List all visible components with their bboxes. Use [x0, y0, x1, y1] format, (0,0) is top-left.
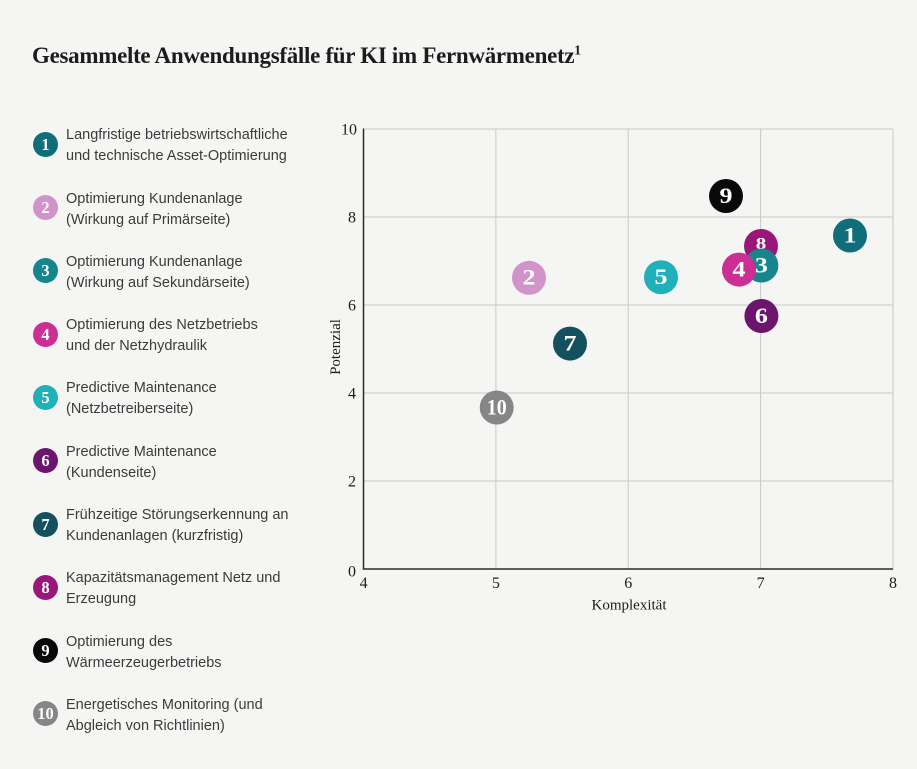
svg-text:6: 6: [624, 575, 632, 592]
svg-text:Potenzial: Potenzial: [328, 319, 344, 375]
svg-text:6: 6: [348, 298, 356, 315]
svg-text:Komplexität: Komplexität: [592, 598, 668, 614]
svg-text:7: 7: [757, 575, 765, 592]
svg-text:10: 10: [341, 122, 357, 139]
svg-text:9: 9: [720, 183, 733, 208]
svg-text:8: 8: [889, 575, 897, 592]
svg-text:4: 4: [348, 386, 356, 403]
svg-text:5: 5: [655, 264, 668, 289]
svg-text:7: 7: [564, 331, 577, 356]
svg-text:10: 10: [487, 394, 507, 419]
svg-text:3: 3: [755, 252, 768, 277]
svg-text:5: 5: [492, 575, 500, 592]
svg-text:2: 2: [523, 265, 536, 290]
svg-text:8: 8: [348, 210, 356, 227]
svg-text:0: 0: [348, 564, 356, 581]
svg-text:4: 4: [733, 257, 746, 282]
svg-text:6: 6: [755, 303, 768, 328]
svg-text:4: 4: [360, 575, 368, 592]
svg-text:1: 1: [844, 222, 857, 247]
svg-text:2: 2: [348, 474, 356, 491]
svg-text:8: 8: [756, 234, 767, 253]
